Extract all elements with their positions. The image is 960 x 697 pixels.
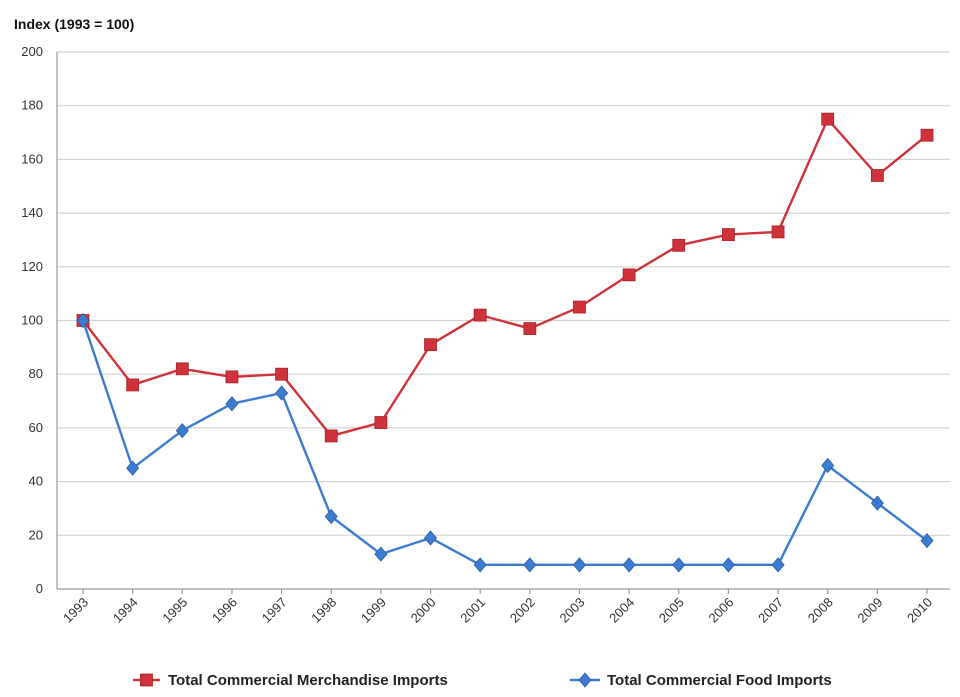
diamond-point — [275, 385, 289, 401]
diamond-point — [821, 457, 835, 474]
x-tick-label: 2001 — [457, 595, 488, 626]
x-tick-label: 1996 — [209, 595, 240, 626]
y-tick-label: 100 — [21, 313, 43, 328]
x-tick-label: 1993 — [60, 595, 91, 626]
diamond-point — [870, 495, 884, 511]
legend-square-marker — [140, 673, 153, 687]
square-point — [672, 238, 686, 252]
x-tick-label: 2006 — [705, 595, 736, 626]
series-merchandise — [76, 112, 934, 443]
legend-label: Total Commercial Merchandise Imports — [168, 672, 448, 689]
y-tick-label: 180 — [21, 98, 43, 113]
square-point — [573, 300, 586, 314]
diamond-point — [920, 533, 934, 549]
y-axis-title: Index (1993 = 100) — [14, 16, 134, 32]
diamond-point — [76, 312, 90, 329]
square-point — [473, 308, 487, 322]
legend-item: Total Commercial Merchandise Imports — [133, 672, 448, 689]
square-point — [771, 225, 785, 239]
x-tick-labels: 1993 1994 1995 1996 1997 1998 1999 2000 2001 2002… — [60, 589, 935, 626]
square-point — [324, 429, 338, 443]
y-tick-labels: 0 20 40 60 80 100 120 140 160 180 200 — [21, 44, 43, 596]
square-point — [821, 112, 835, 126]
diamond-point — [225, 396, 239, 412]
x-tick-label: 1999 — [358, 595, 389, 626]
diamond-point — [721, 557, 735, 573]
y-tick-label: 20 — [29, 527, 43, 542]
diamond-point — [523, 557, 537, 573]
series-line — [81, 320, 928, 567]
y-tick-label: 120 — [21, 259, 43, 274]
y-tick-label: 60 — [29, 420, 43, 435]
legend-diamond-marker — [578, 672, 592, 688]
diamond-point — [473, 557, 487, 573]
x-tick-label: 2002 — [507, 595, 538, 626]
square-point — [275, 367, 288, 381]
x-tick-label: 1995 — [159, 595, 190, 626]
x-tick-label: 2000 — [408, 595, 439, 626]
legend: Total Commercial Merchandise Imports Tota… — [133, 672, 832, 689]
square-point — [523, 322, 537, 335]
diamond-point — [374, 546, 388, 562]
x-tick-label: 2010 — [904, 595, 935, 626]
square-point — [870, 169, 884, 182]
x-tick-label: 2009 — [854, 595, 885, 626]
square-point — [424, 338, 437, 352]
y-tick-label: 40 — [29, 474, 43, 489]
series-layer — [76, 112, 934, 573]
y-tick-label: 80 — [29, 366, 43, 381]
diamond-point — [324, 508, 338, 525]
square-point — [175, 362, 189, 376]
diamond-point — [672, 557, 686, 573]
x-tick-label: 2007 — [755, 595, 786, 626]
y-tick-label: 0 — [36, 581, 43, 596]
y-tick-label: 160 — [21, 151, 43, 166]
square-point — [126, 378, 140, 392]
x-tick-label: 1997 — [259, 595, 290, 626]
x-tick-label: 2008 — [805, 595, 836, 626]
diamond-point — [126, 460, 140, 476]
y-tick-label: 200 — [21, 44, 43, 59]
x-tick-label: 2005 — [656, 595, 687, 626]
x-tick-label: 2003 — [557, 595, 588, 626]
diamond-point — [572, 557, 586, 573]
square-point — [225, 370, 239, 384]
x-tick-label: 2004 — [606, 595, 637, 626]
square-point — [374, 416, 388, 429]
diamond-point — [622, 557, 636, 573]
x-tick-label: 1998 — [308, 595, 339, 626]
series-line — [82, 117, 928, 438]
diamond-point — [175, 422, 189, 439]
legend-label: Total Commercial Food Imports — [607, 672, 832, 689]
series-food — [76, 312, 934, 573]
diamond-point — [424, 530, 438, 546]
y-tick-label: 140 — [21, 205, 43, 220]
square-point — [622, 268, 636, 282]
square-point — [722, 228, 735, 241]
legend-item: Total Commercial Food Imports — [570, 672, 832, 689]
diamond-point — [771, 557, 785, 573]
x-tick-label: 1994 — [110, 595, 141, 626]
square-point — [920, 128, 934, 142]
